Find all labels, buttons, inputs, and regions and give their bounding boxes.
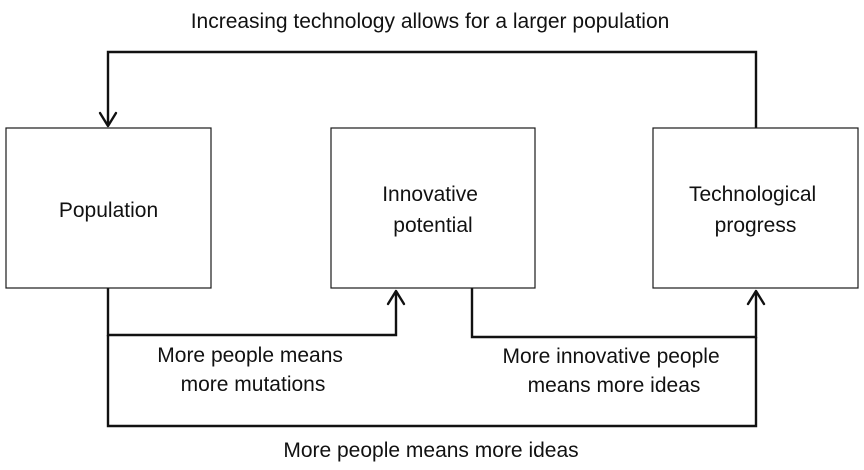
edge-label-line: More innovative people (503, 345, 720, 368)
arrowhead-icon (98, 111, 118, 128)
edge-innovative-to-tech: More innovative people means more ideas (470, 288, 766, 397)
node-label-innovative-potential: Innovative potential (382, 183, 484, 237)
node-box (652, 127, 859, 289)
node-box (5, 127, 212, 289)
edge-population-to-tech: More people means more ideas (106, 335, 758, 462)
connector-line (106, 288, 398, 337)
edge-population-to-innovative: More people means more mutations (106, 288, 406, 396)
node-label-line: potential (393, 214, 472, 237)
edge-label-line: means more ideas (528, 374, 701, 397)
edge-label-population-to-innovative: More people means more mutations (157, 344, 348, 396)
edge-label-population-to-tech: More people means more ideas (283, 439, 578, 462)
node-innovative-potential: Innovative potential (330, 127, 536, 289)
connector-line (470, 288, 758, 339)
arrowhead-icon (386, 289, 406, 306)
edge-label-line: More people means (157, 344, 343, 367)
connector-line (106, 335, 758, 428)
node-technological-progress: Technological progress (652, 127, 859, 289)
edge-tech-to-population: Increasing technology allows for a large… (98, 10, 758, 128)
node-label-line: Innovative (382, 183, 478, 206)
node-label-line: progress (715, 214, 797, 237)
node-label-technological-progress: Technological progress (689, 183, 822, 237)
node-box (330, 127, 536, 289)
edge-label-line: more mutations (181, 373, 326, 396)
node-population: Population (5, 127, 212, 289)
arrowhead-icon (746, 289, 766, 306)
edge-label-tech-to-population: Increasing technology allows for a large… (191, 10, 670, 33)
node-label-population: Population (59, 199, 158, 222)
connector-line (106, 50, 758, 128)
node-label-line: Technological (689, 183, 816, 206)
edge-label-innovative-to-tech: More innovative people means more ideas (503, 345, 726, 397)
